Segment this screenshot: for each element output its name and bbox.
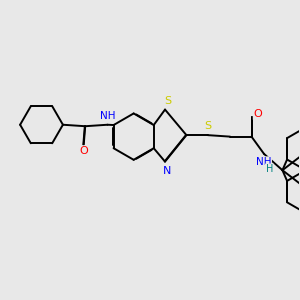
- Text: H: H: [266, 164, 273, 174]
- Text: S: S: [204, 121, 211, 131]
- Text: N: N: [163, 166, 172, 176]
- Text: NH: NH: [100, 111, 116, 122]
- Text: O: O: [254, 109, 262, 119]
- Text: S: S: [164, 96, 172, 106]
- Text: O: O: [79, 146, 88, 156]
- Text: NH: NH: [256, 157, 271, 167]
